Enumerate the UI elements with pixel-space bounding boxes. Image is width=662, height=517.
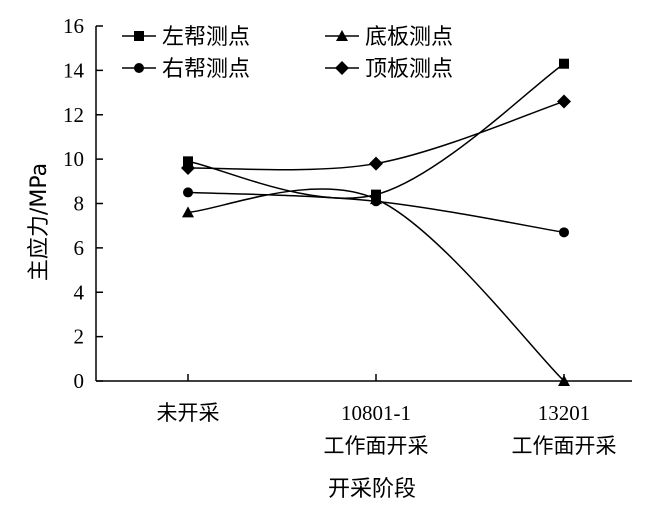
- data-point: [182, 206, 194, 218]
- series-line: [187, 63, 565, 199]
- y-tick-label: 12: [63, 103, 84, 127]
- y-tick-label: 8: [74, 192, 85, 216]
- y-tick-label: 6: [74, 236, 85, 260]
- x-tick-label: 工作面开采: [512, 434, 617, 458]
- data-point: [557, 94, 571, 109]
- y-tick-label: 16: [63, 14, 84, 38]
- data-point: [558, 375, 570, 386]
- legend-label: 底板测点: [365, 25, 453, 50]
- legend-label: 顶板测点: [365, 57, 453, 82]
- series-line: [187, 188, 565, 382]
- legend-label: 右帮测点: [162, 57, 250, 82]
- y-tick-label: 0: [74, 369, 85, 393]
- data-point: [370, 193, 382, 205]
- data-point: [181, 161, 195, 175]
- data-point: [559, 227, 569, 238]
- data-point: [369, 156, 383, 171]
- y-tick-label: 2: [74, 325, 85, 349]
- legend-marker: [134, 63, 144, 73]
- y-tick-label: 10: [63, 147, 84, 171]
- legend-marker: [134, 31, 144, 41]
- data-point: [559, 58, 569, 69]
- y-axis-title: 主应力/MPa: [27, 163, 52, 281]
- x-tick-label: 10801-1: [341, 401, 411, 425]
- legend-label: 左帮测点: [162, 25, 250, 50]
- legend-marker: [335, 61, 349, 75]
- y-tick-label: 4: [74, 280, 85, 304]
- x-axis-title: 开采阶段: [328, 477, 416, 502]
- x-tick-label: 13201: [538, 401, 591, 425]
- data-point: [183, 187, 193, 198]
- x-tick-label: 工作面开采: [324, 434, 429, 458]
- x-tick-label: 未开采: [157, 401, 220, 425]
- legend-marker: [336, 30, 348, 41]
- y-tick-label: 14: [63, 58, 85, 82]
